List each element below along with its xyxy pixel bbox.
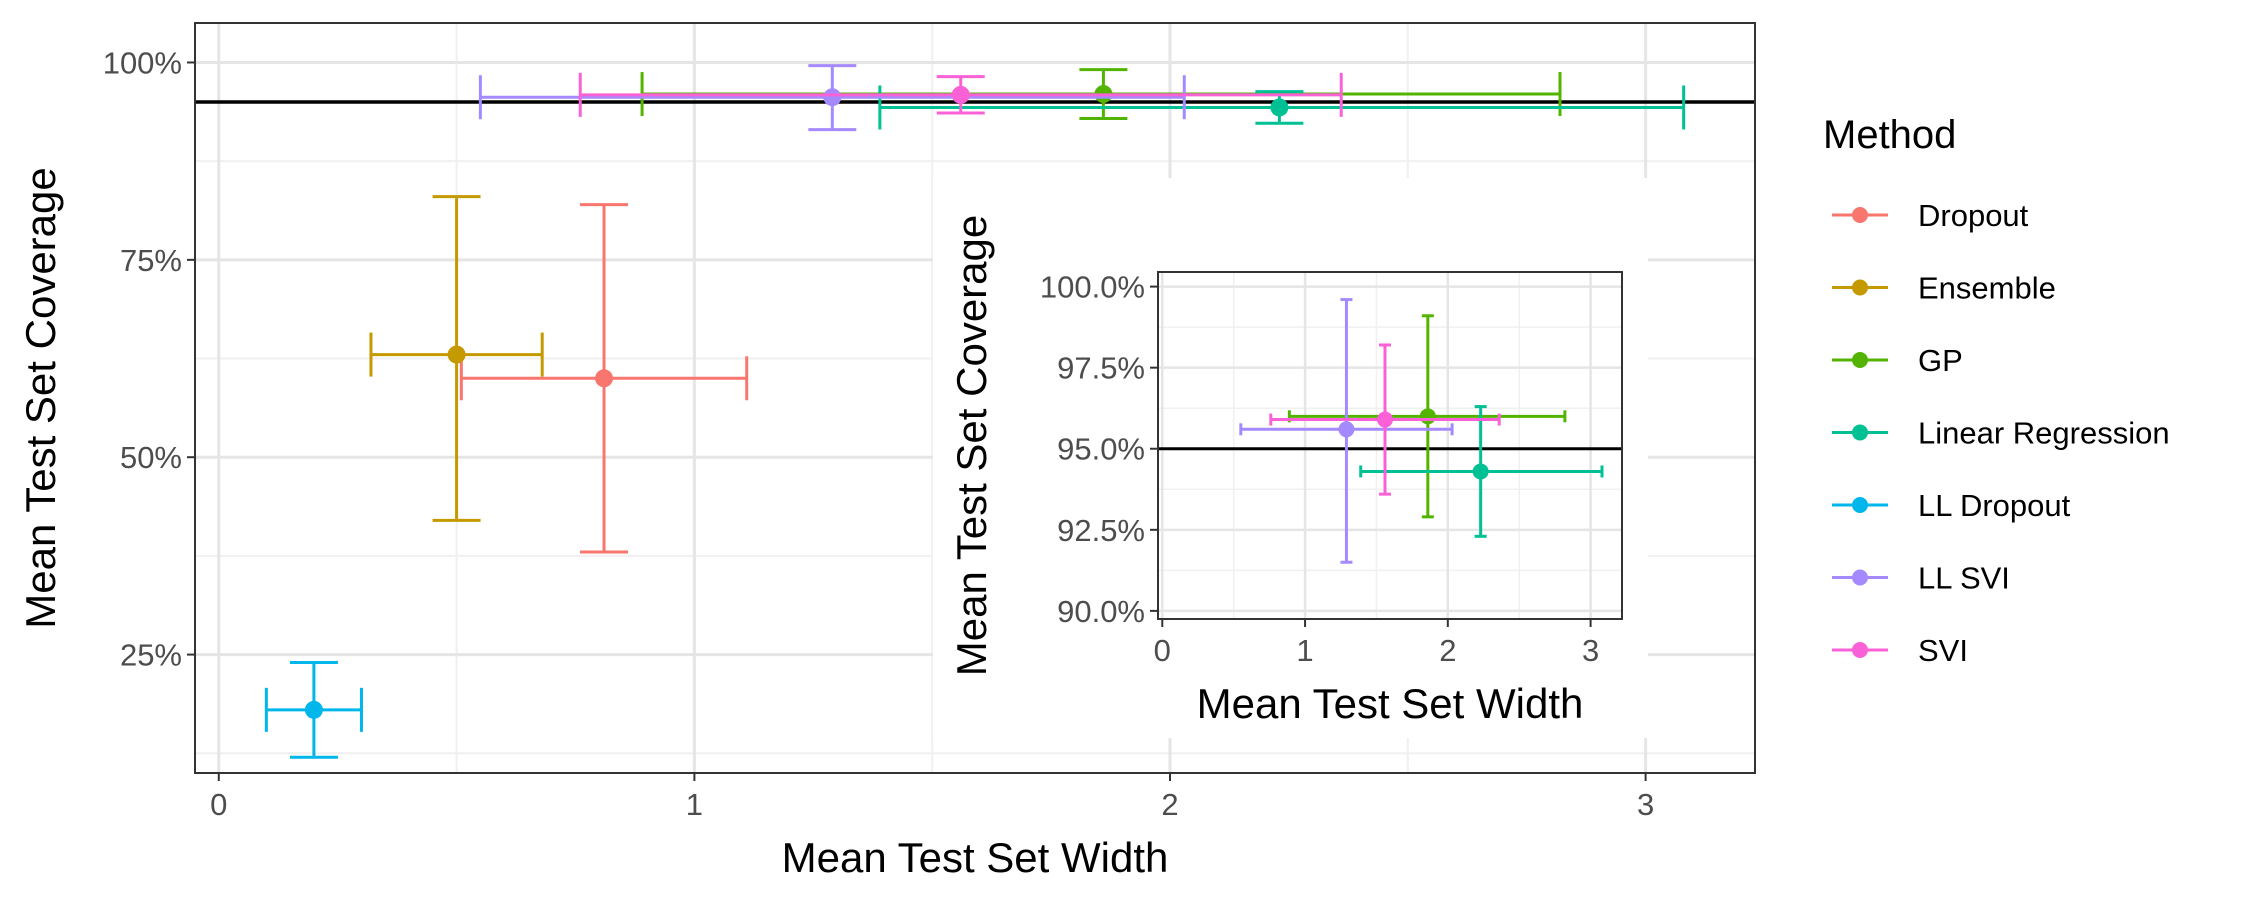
- legend-label-3: Linear Regression: [1918, 416, 2170, 451]
- inset-x-axis-title: Mean Test Set Width: [1197, 680, 1584, 727]
- legend-key-point-2: [1852, 352, 1868, 368]
- main-x-tick-label: 0: [210, 787, 227, 822]
- main-plot-border: [194, 22, 1756, 774]
- inset-y-tick-label: 100.0%: [1040, 270, 1145, 305]
- inset-point-3: [1377, 411, 1394, 428]
- inset-y-axis-title: Mean Test Set Coverage: [948, 215, 995, 677]
- main-x-tick-label: 1: [686, 787, 703, 822]
- legend-label-5: LL SVI: [1918, 561, 2010, 596]
- main-x-tick-label: 3: [1637, 787, 1654, 822]
- legend-label-2: GP: [1918, 343, 1963, 378]
- inset-x-tick-label: 1: [1296, 633, 1313, 668]
- inset-y-tick-label: 90.0%: [1057, 594, 1145, 629]
- inset-point-0: [1419, 408, 1436, 425]
- inset-y-tick-label: 92.5%: [1057, 513, 1145, 548]
- inset-plot-background: [1158, 272, 1622, 619]
- legend-label-1: Ensemble: [1918, 271, 2056, 306]
- legend-label-6: SVI: [1918, 633, 1968, 668]
- legend-key-point-5: [1852, 569, 1868, 586]
- legend-label-4: LL Dropout: [1918, 488, 2071, 523]
- main-y-tick-label: 25%: [120, 638, 182, 673]
- inset-point-1: [1472, 463, 1489, 480]
- inset-x-tick-label: 0: [1154, 633, 1171, 668]
- main-y-tick-label: 50%: [120, 440, 182, 475]
- inset-x-tick-label: 3: [1582, 633, 1599, 668]
- legend-title: Method: [1823, 113, 1956, 157]
- legend-key-point-6: [1852, 642, 1868, 658]
- main-point-1: [447, 345, 466, 364]
- main-point-4: [304, 700, 323, 719]
- main-y-tick-label: 75%: [120, 243, 182, 278]
- main-x-axis-title: Mean Test Set Width: [782, 834, 1169, 881]
- legend-key-point-4: [1852, 497, 1868, 513]
- legend-label-0: Dropout: [1918, 198, 2029, 233]
- inset-point-2: [1338, 421, 1355, 438]
- main-y-tick-label: 100%: [103, 45, 182, 80]
- legend-key-point-1: [1852, 279, 1868, 296]
- inset-y-tick-label: 97.5%: [1057, 351, 1145, 386]
- inset-x-tick-label: 2: [1439, 633, 1456, 668]
- legend-key-point-3: [1852, 424, 1868, 441]
- main-point-6: [951, 85, 970, 104]
- main-point-5: [823, 88, 842, 107]
- main-point-0: [595, 369, 614, 388]
- main-x-tick-label: 2: [1161, 787, 1178, 822]
- inset-y-tick-label: 95.0%: [1057, 432, 1145, 467]
- inset-plot-border: [1157, 271, 1623, 620]
- main-point-3: [1270, 98, 1289, 117]
- main-y-axis-title: Mean Test Set Coverage: [17, 167, 64, 629]
- legend-key-point-0: [1852, 207, 1868, 223]
